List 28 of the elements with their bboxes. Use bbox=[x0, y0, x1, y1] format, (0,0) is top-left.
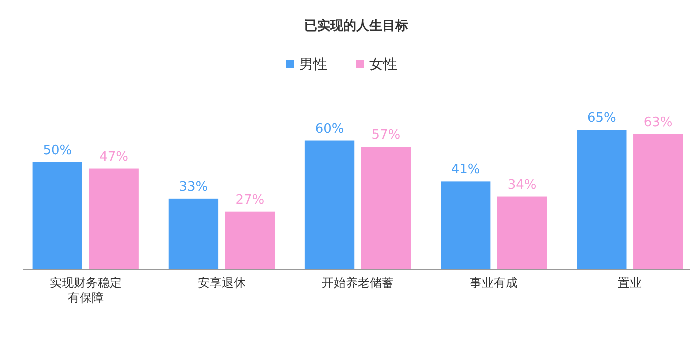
x-tick-label: 置业 bbox=[618, 276, 642, 290]
x-tick-label: 事业有成 bbox=[470, 276, 518, 290]
bar bbox=[441, 182, 491, 270]
data-label: 33% bbox=[179, 180, 208, 195]
chart-title: 已实现的人生目标 bbox=[304, 18, 408, 34]
data-label: 50% bbox=[43, 143, 72, 158]
bar bbox=[225, 212, 275, 270]
data-label: 34% bbox=[508, 178, 537, 193]
x-tick-label: 实现财务稳定有保障 bbox=[50, 276, 122, 305]
x-tick-label: 开始养老储蓄 bbox=[322, 276, 394, 290]
data-label: 63% bbox=[644, 115, 673, 130]
x-tick-label: 安享退休 bbox=[198, 276, 246, 290]
bar bbox=[361, 147, 412, 270]
bar bbox=[32, 162, 82, 270]
bar bbox=[577, 130, 627, 270]
data-label: 27% bbox=[236, 192, 265, 208]
data-label: 57% bbox=[372, 128, 401, 144]
legend-label: 男性 bbox=[300, 57, 328, 73]
data-label: 65% bbox=[587, 111, 616, 126]
data-label: 60% bbox=[315, 122, 344, 137]
data-label: 47% bbox=[100, 150, 129, 165]
bar bbox=[168, 198, 219, 270]
bar bbox=[89, 168, 139, 270]
legend-label: 女性 bbox=[370, 57, 398, 73]
bar bbox=[497, 196, 548, 270]
bar bbox=[634, 134, 684, 270]
bar bbox=[304, 140, 355, 270]
data-label: 41% bbox=[451, 162, 480, 178]
